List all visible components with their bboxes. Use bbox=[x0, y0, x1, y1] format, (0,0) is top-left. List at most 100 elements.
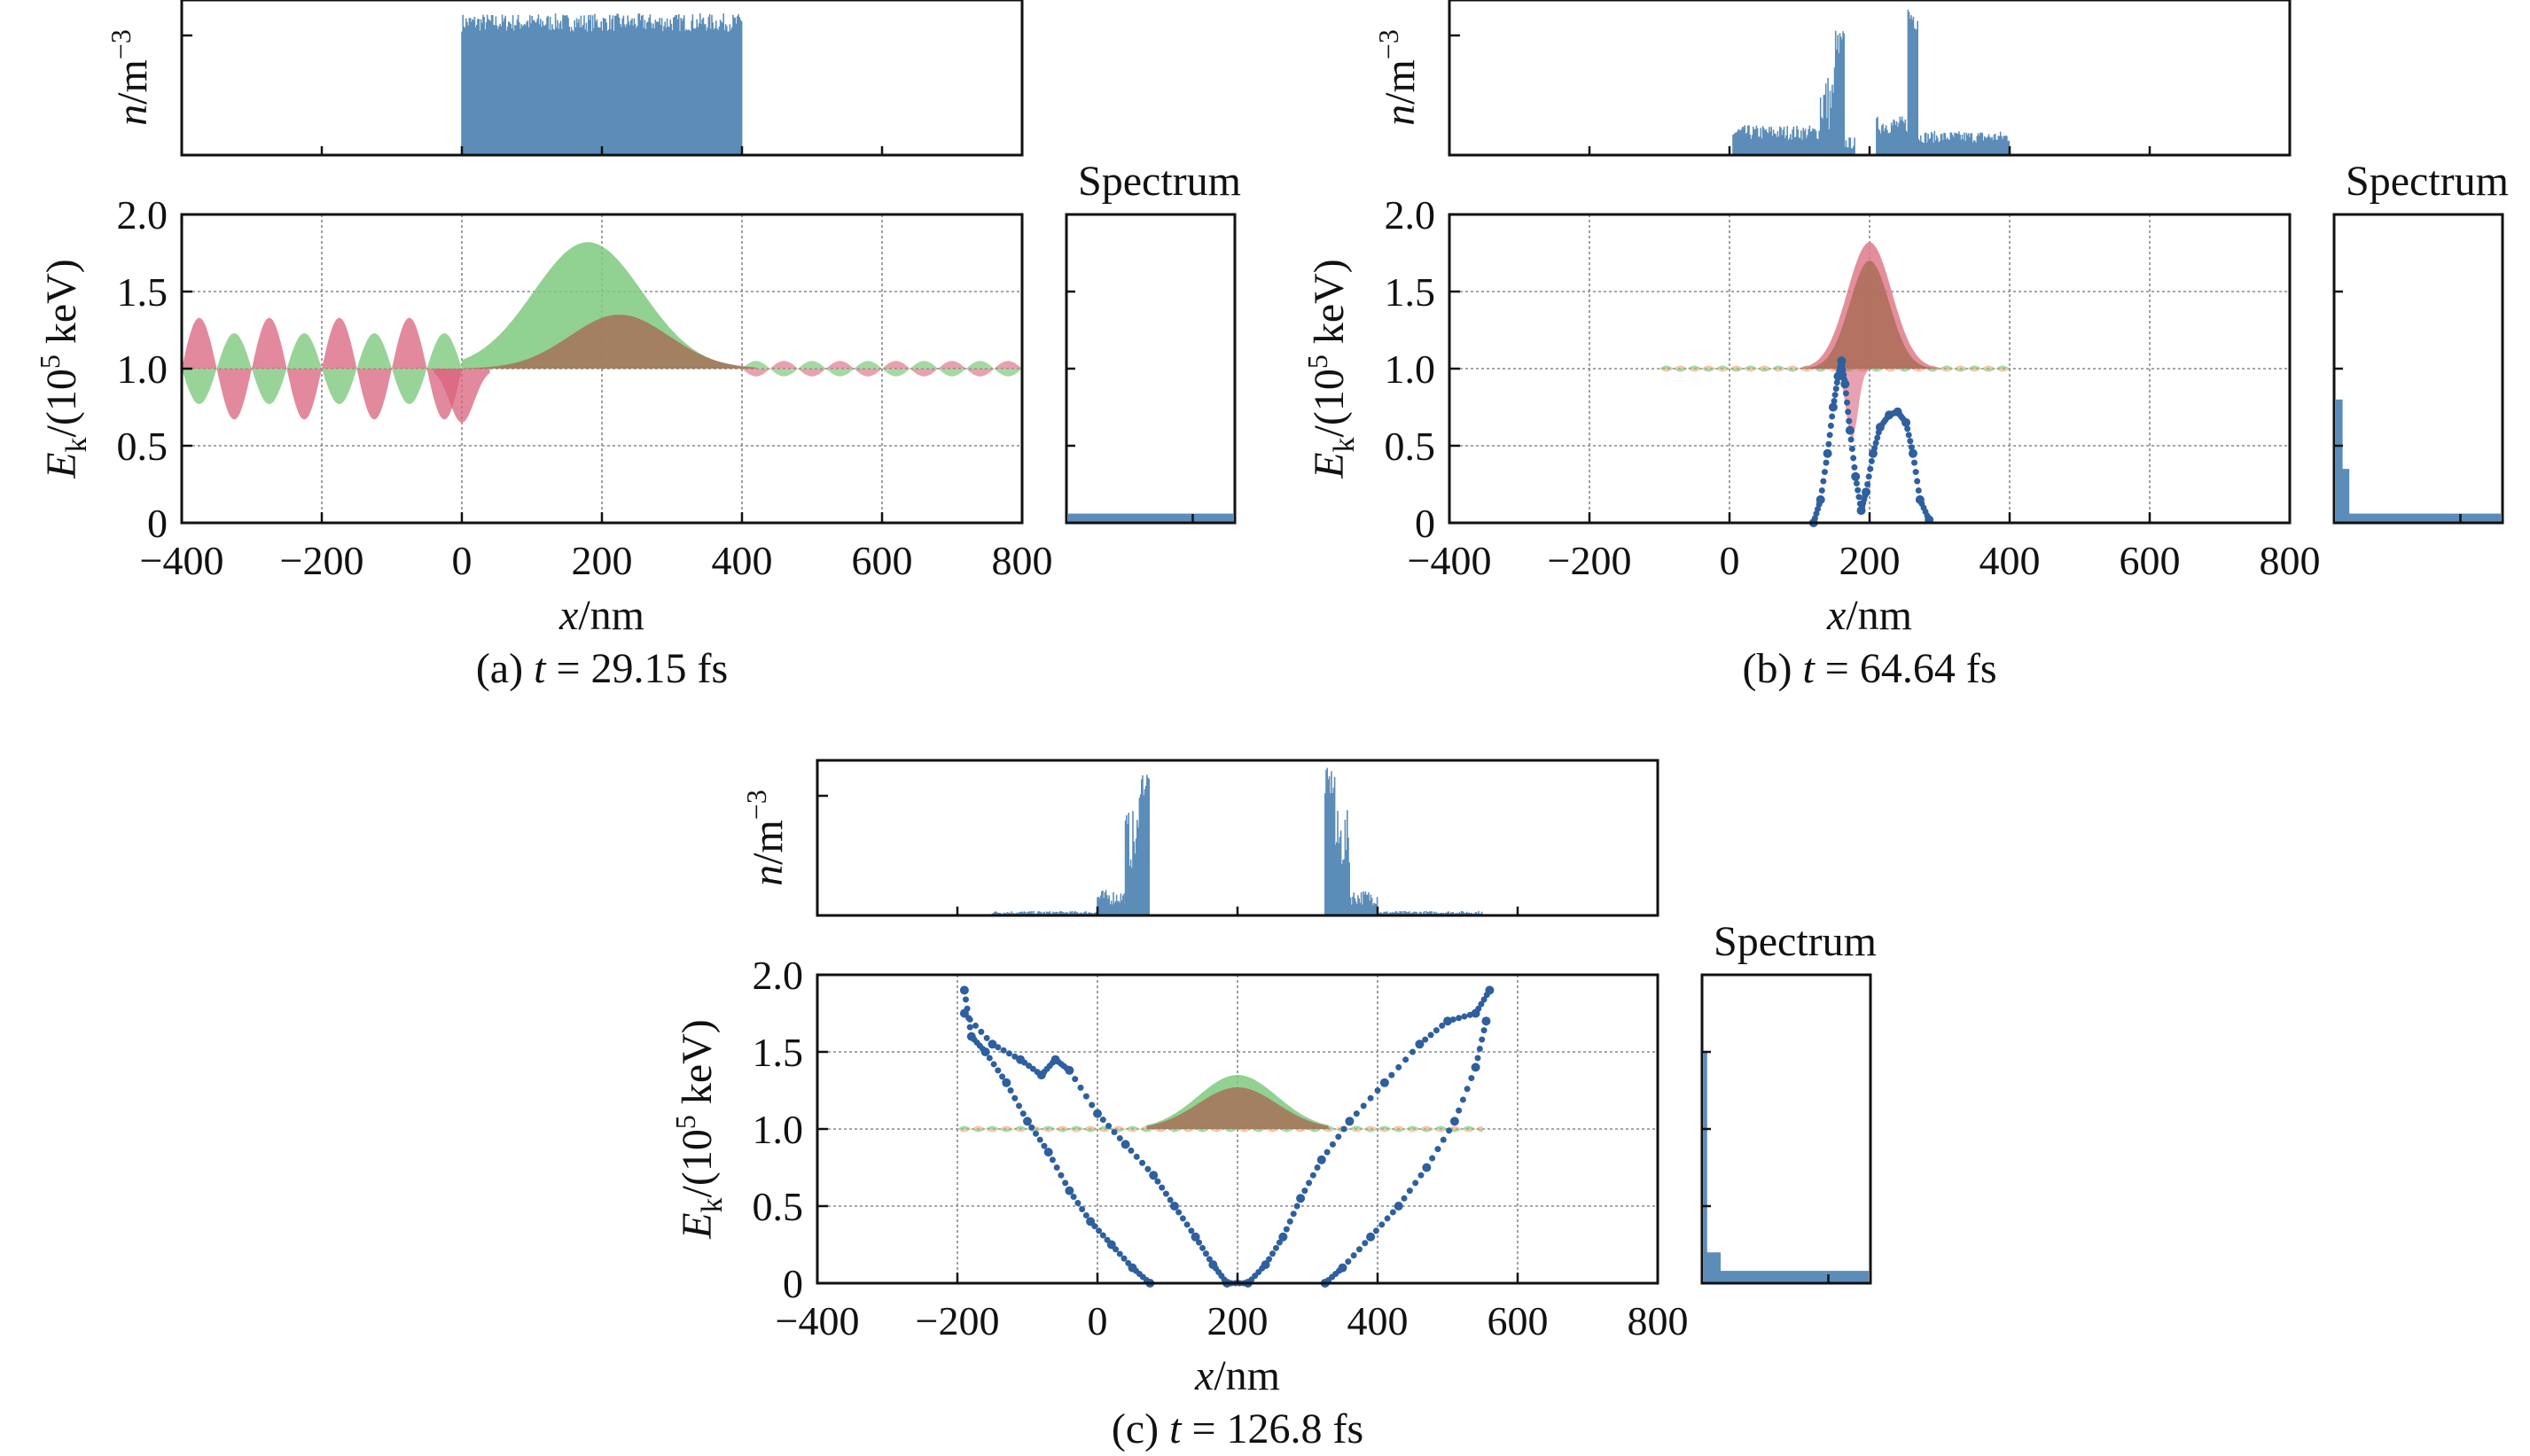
scatter-point bbox=[1144, 1165, 1152, 1172]
scatter-point bbox=[1476, 1046, 1483, 1053]
panel-caption-part: = 126.8 fs bbox=[1181, 1405, 1363, 1452]
panel-c: n/m−3 −400 −200 0 200 400 600 800 0 0.5 1.0 1.5 2.0 E… bbox=[669, 759, 1877, 1452]
scatter-point bbox=[1202, 1250, 1209, 1257]
scatter-point bbox=[1306, 1180, 1313, 1187]
scatter-point bbox=[999, 1073, 1006, 1080]
ytick-label: 2.0 bbox=[753, 953, 804, 998]
density-ylabel: n/m−3 bbox=[105, 29, 156, 126]
main-ylabel-part: k bbox=[60, 437, 93, 452]
density-ylabel-part: n bbox=[109, 105, 156, 126]
scatter-point bbox=[995, 1044, 1002, 1051]
spectrum-bar bbox=[2336, 469, 2350, 523]
scatter-point bbox=[1314, 1164, 1321, 1171]
scatter-point bbox=[1865, 473, 1872, 480]
scatter-point bbox=[1082, 1093, 1089, 1100]
scatter-point bbox=[1433, 1027, 1440, 1034]
scatter-point bbox=[1446, 1127, 1453, 1134]
main-ylabel: Ek/(105 keV) bbox=[669, 1019, 729, 1240]
scatter-point bbox=[966, 1016, 973, 1023]
scatter-point bbox=[1904, 425, 1911, 432]
main-xlabel: x/nm bbox=[558, 592, 644, 639]
scatter-point bbox=[1840, 371, 1847, 378]
scatter-point bbox=[1853, 479, 1860, 487]
ytick-label: 1.5 bbox=[753, 1030, 804, 1075]
scatter-point bbox=[1479, 1036, 1486, 1043]
scatter-point bbox=[959, 985, 969, 995]
scatter-point bbox=[1864, 481, 1871, 487]
scatter-point bbox=[1401, 1195, 1408, 1202]
scatter-point bbox=[1823, 448, 1832, 458]
xtick-label: 200 bbox=[1207, 1298, 1269, 1343]
main-xlabel-part: /nm bbox=[578, 592, 644, 639]
scatter-point bbox=[1480, 996, 1488, 1003]
main-panel: −400 −200 0 200 400 600 800 0 0.5 1.0 1.5 2.0 Ek/(10… bbox=[669, 953, 1689, 1452]
scatter-point bbox=[1324, 1148, 1331, 1156]
scatter-point bbox=[1855, 487, 1862, 494]
scatter-point bbox=[1409, 1048, 1416, 1055]
spectrum-bar bbox=[2336, 399, 2343, 523]
scatter-point bbox=[1041, 1142, 1048, 1149]
scatter-point bbox=[1089, 1102, 1096, 1109]
green-pulse-area bbox=[462, 242, 749, 369]
scatter-point bbox=[1395, 1063, 1402, 1071]
scatter-point bbox=[1183, 1221, 1191, 1228]
main-xlabel-part: x bbox=[1194, 1352, 1214, 1399]
xtick-label: 400 bbox=[1347, 1298, 1409, 1343]
density-bar-segment bbox=[1334, 810, 1350, 915]
ytick-label: 0.5 bbox=[117, 424, 168, 469]
xtick-label: −200 bbox=[1548, 538, 1632, 583]
scatter-point bbox=[1379, 1078, 1389, 1087]
spectrum-title: Spectrum bbox=[1714, 918, 1877, 965]
scatter-point bbox=[1912, 469, 1919, 476]
density-bar-segment bbox=[1876, 116, 1909, 155]
scatter-point bbox=[1340, 1125, 1347, 1133]
density-ylabel: n/m−3 bbox=[740, 790, 792, 886]
panel-caption-part: (b) bbox=[1742, 645, 1802, 692]
xtick-label: −400 bbox=[140, 538, 224, 583]
scatter-point bbox=[1867, 465, 1874, 472]
scatter-point bbox=[1839, 367, 1847, 374]
scatter-point bbox=[1826, 432, 1833, 439]
scatter-point bbox=[1106, 1240, 1116, 1250]
scatter-point bbox=[1093, 1109, 1102, 1118]
scatter-point bbox=[1378, 1221, 1386, 1228]
scatter-point bbox=[1121, 1140, 1130, 1149]
density-ylabel-part: /m bbox=[1377, 59, 1424, 105]
density-ylabel-part: n bbox=[745, 865, 792, 886]
xtick-label: 600 bbox=[852, 538, 913, 583]
scatter-point bbox=[1821, 469, 1828, 476]
scatter-point bbox=[1848, 445, 1855, 452]
xtick-label: 200 bbox=[572, 538, 633, 583]
spectrum-bar bbox=[1704, 1271, 1869, 1283]
panel-caption: (a) t = 29.15 fs bbox=[476, 645, 728, 692]
scatter-point bbox=[983, 1034, 990, 1041]
density-panel: n/m−3 bbox=[1372, 0, 2292, 157]
ytick-label: 1.0 bbox=[753, 1107, 804, 1152]
main-ylabel-part: 5 bbox=[1301, 354, 1333, 369]
scatter-point bbox=[1915, 487, 1922, 494]
density-ylabel: n/m−3 bbox=[1372, 29, 1424, 126]
scatter-point bbox=[1459, 1096, 1466, 1103]
scatter-point bbox=[1167, 1196, 1174, 1203]
ytick-label: 0.5 bbox=[753, 1184, 804, 1229]
scatter-point bbox=[1002, 1078, 1011, 1087]
main-panel: −400 −200 0 200 400 600 800 0 0.5 1.0 1.5 2.0 Ek/(10… bbox=[34, 192, 1053, 692]
scatter-point bbox=[1019, 1110, 1027, 1117]
scatter-point bbox=[1169, 1202, 1179, 1211]
scatter-point bbox=[1077, 1084, 1084, 1091]
scatter-point bbox=[1272, 1244, 1279, 1251]
scatter-point bbox=[1105, 1123, 1113, 1130]
scatter-point bbox=[1338, 1263, 1347, 1273]
xtick-label: −200 bbox=[280, 538, 364, 583]
scatter-point bbox=[1434, 1146, 1441, 1153]
main-ylabel-part: keV) bbox=[38, 259, 85, 354]
scatter-point bbox=[1011, 1094, 1019, 1102]
brown-pulse-area bbox=[462, 315, 756, 369]
panel-caption-part: (c) bbox=[1112, 1405, 1169, 1452]
panel-a: n/m−3 −400 −200 0 200 400 600 800 0 0.5 1.0 1.5 2.0 E… bbox=[34, 0, 1241, 692]
scatter-point bbox=[1082, 1211, 1089, 1219]
scatter-point bbox=[1449, 1016, 1456, 1023]
xtick-label: 600 bbox=[2120, 538, 2181, 583]
xtick-label: 800 bbox=[992, 538, 1053, 583]
scatter-point bbox=[1847, 436, 1855, 443]
